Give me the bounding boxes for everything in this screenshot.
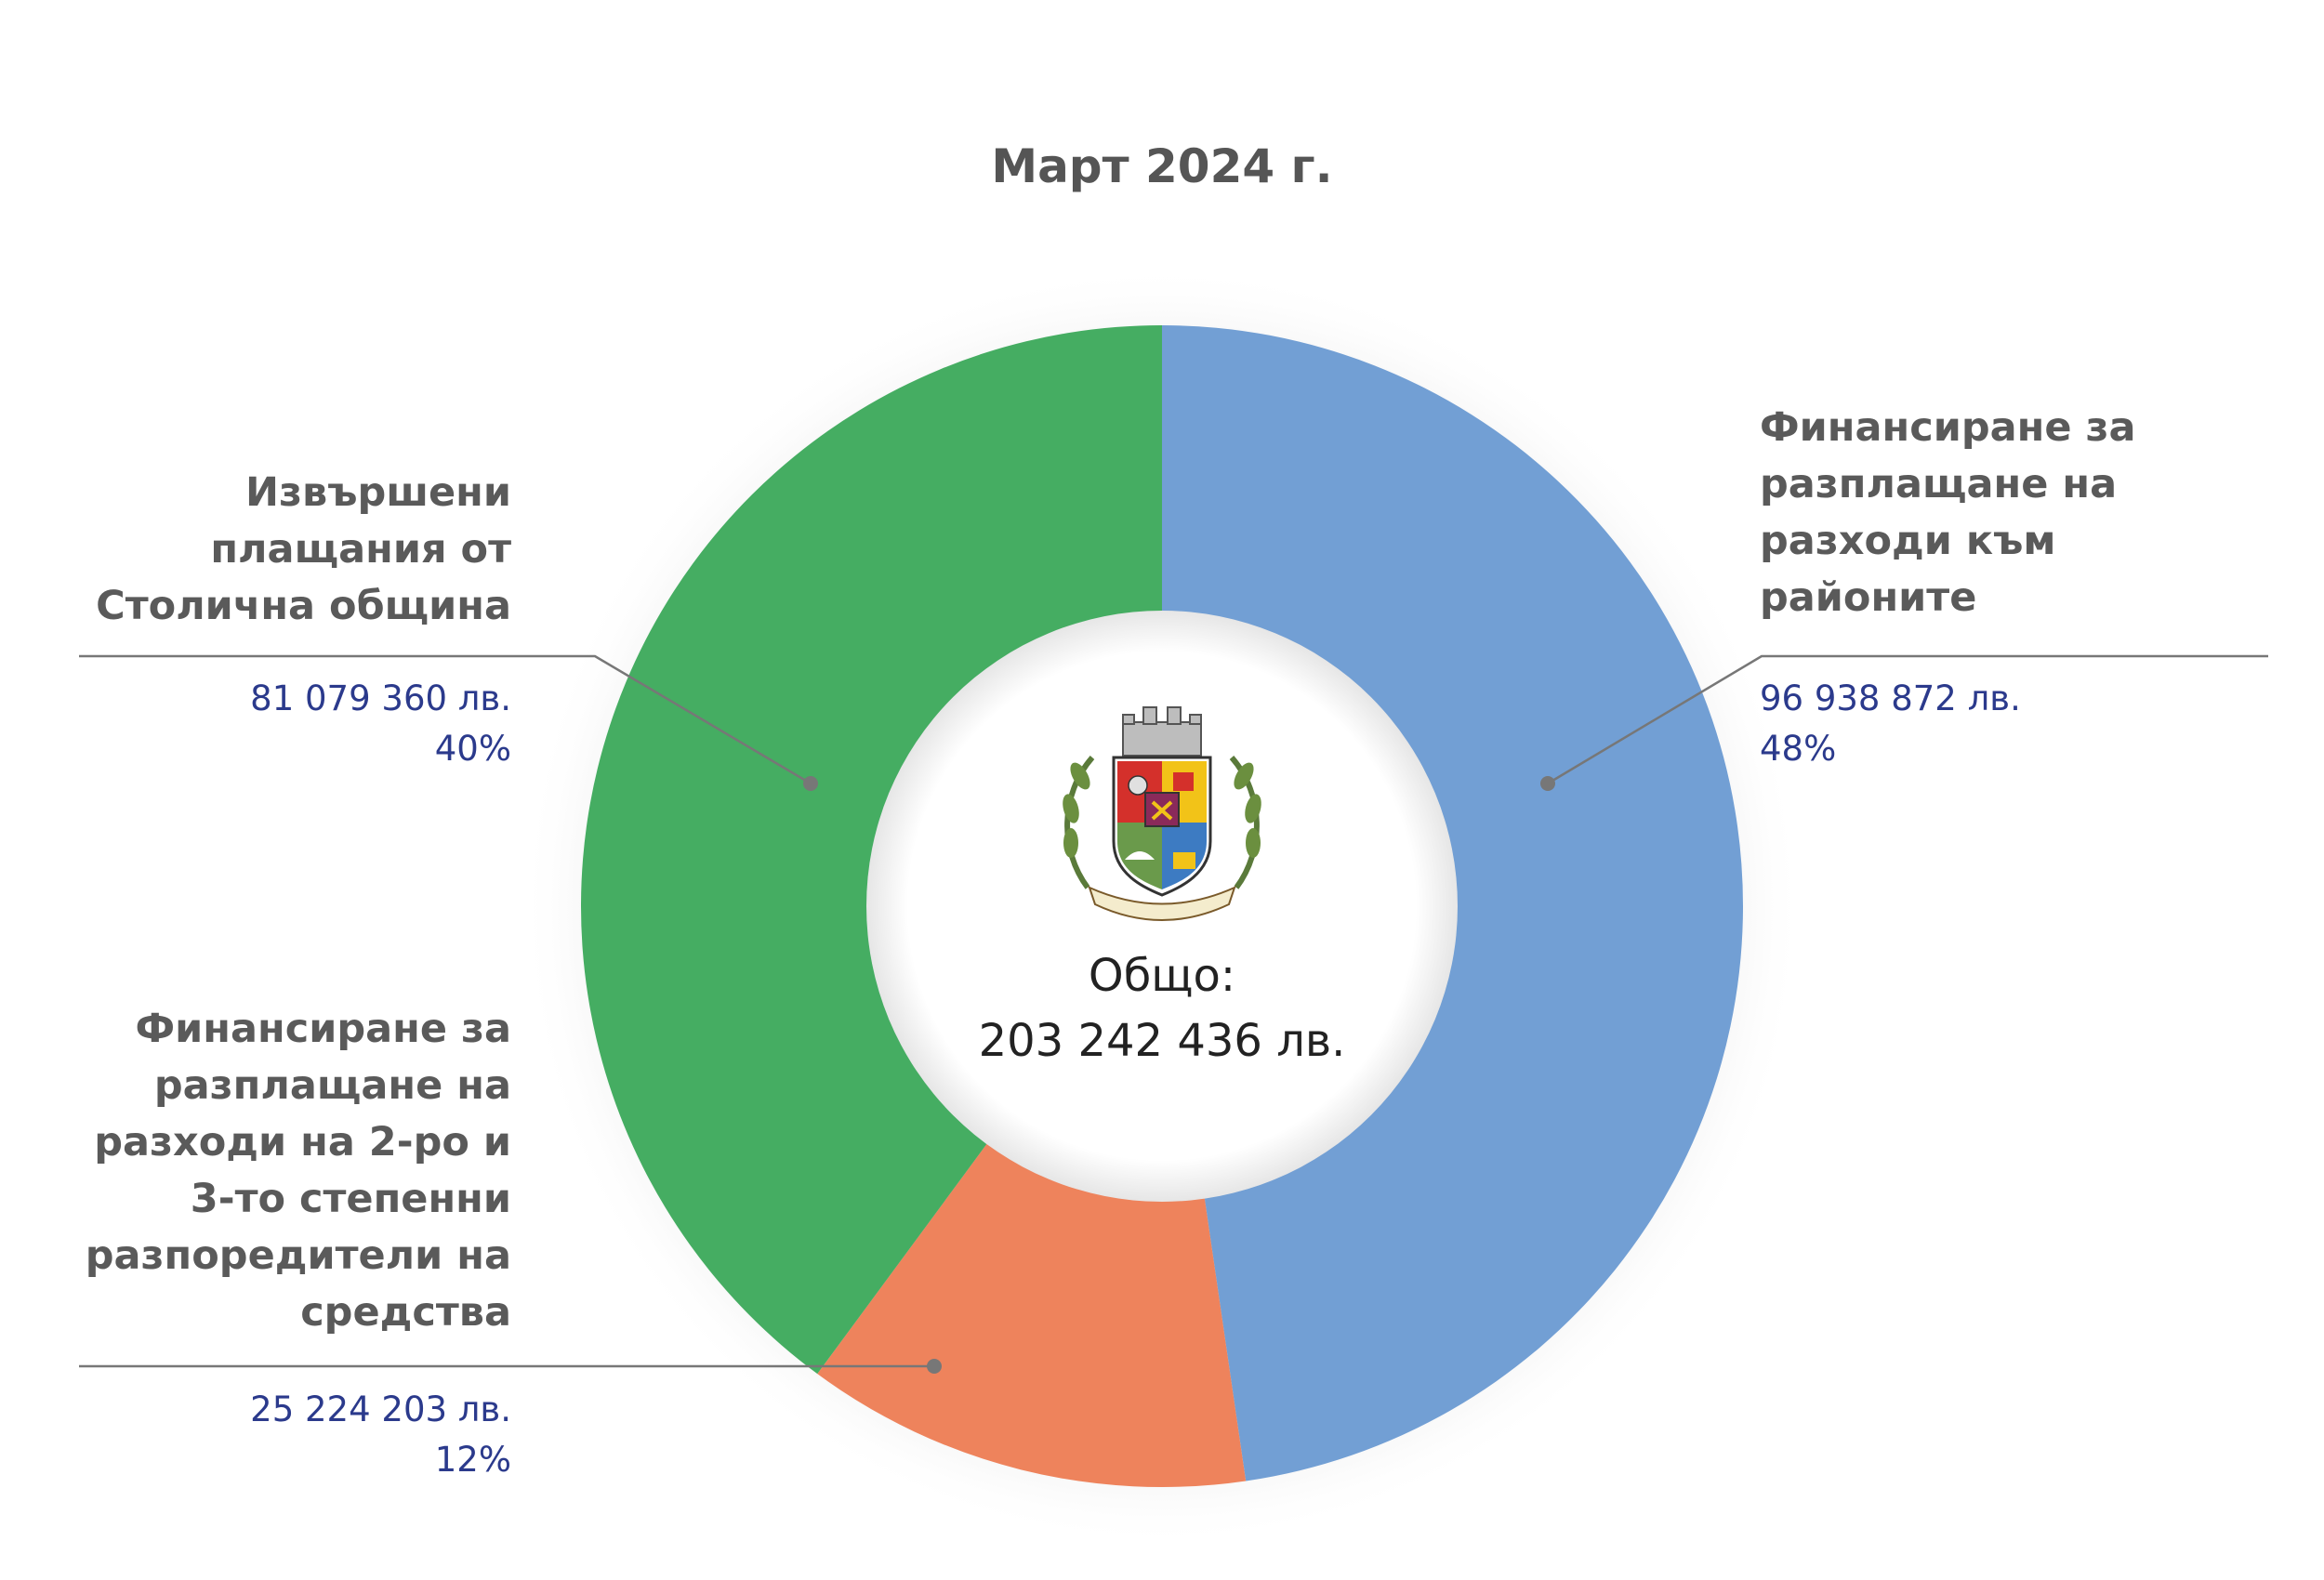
label-right-values: 96 938 872 лв. 48% bbox=[1760, 674, 2243, 774]
value-left-bottom-percent: 12% bbox=[434, 1440, 511, 1480]
label-left-top-line-1: Извършени bbox=[245, 469, 511, 516]
leader-dots bbox=[803, 776, 1555, 1374]
label-right-name: Финансиране за разплащане на разходи към… bbox=[1760, 400, 2243, 626]
chart-title: Март 2024 г. bbox=[991, 139, 1333, 193]
label-right-line-1: Финансиране за bbox=[1760, 404, 2136, 451]
leader-lines bbox=[79, 654, 2268, 1368]
label-left-top-line-2: плащания от bbox=[210, 526, 511, 573]
label-left-bottom-values: 25 224 203 лв. 12% bbox=[28, 1385, 511, 1485]
label-left-top-name: Извършени плащания от Столична община bbox=[28, 465, 511, 635]
center-total: Общо: 203 242 436 лв. bbox=[930, 943, 1394, 1073]
label-left-bottom-line-6: средства bbox=[300, 1289, 511, 1336]
leader-dot-right bbox=[1540, 776, 1555, 791]
label-left-bottom-line-5: разпоредители на bbox=[85, 1232, 511, 1279]
leader-dot-left-bottom bbox=[927, 1359, 942, 1374]
sofia-coat-of-arms-icon bbox=[1063, 706, 1261, 921]
slice-payments-municipality bbox=[580, 324, 1162, 1375]
label-left-bottom-name: Финансиране за разплащане на разходи на … bbox=[28, 1001, 511, 1341]
value-left-top-percent: 40% bbox=[434, 729, 511, 769]
label-left-bottom-line-4: 3-то степенни bbox=[190, 1176, 511, 1222]
label-left-bottom-line-3: разходи на 2-ро и bbox=[94, 1119, 511, 1165]
label-right-value: 96 938 872 лв. 48% bbox=[1760, 674, 2243, 774]
label-left-top-value: 81 079 360 лв. 40% bbox=[28, 674, 511, 774]
value-right-percent: 48% bbox=[1760, 729, 1837, 769]
label-left-bottom-line-2: разплащане на bbox=[153, 1062, 511, 1109]
slice-secondary-spenders bbox=[817, 1139, 1247, 1487]
label-left-bottom: Финансиране за разплащане на разходи на … bbox=[28, 1001, 511, 1341]
label-left-top-values: 81 079 360 лв. 40% bbox=[28, 674, 511, 774]
leader-line-left-top bbox=[79, 654, 812, 785]
leader-dot-left-top bbox=[803, 776, 818, 791]
label-left-top-line-3: Столична община bbox=[96, 583, 511, 629]
label-right-line-4: районите bbox=[1760, 574, 1977, 621]
center-total-label: Общо: bbox=[1088, 950, 1236, 1002]
label-right-line-2: разплащане на bbox=[1760, 461, 2118, 507]
label-right: Финансиране за разплащане на разходи към… bbox=[1760, 400, 2243, 626]
label-left-bottom-value: 25 224 203 лв. 12% bbox=[28, 1385, 511, 1485]
label-left-bottom-line-1: Финансиране за bbox=[135, 1006, 511, 1052]
value-left-bottom-amount: 25 224 203 лв. bbox=[250, 1389, 511, 1429]
label-left-top: Извършени плащания от Столична община bbox=[28, 465, 511, 635]
leader-line-right bbox=[1547, 654, 2268, 785]
label-right-line-3: разходи към bbox=[1760, 518, 2056, 564]
value-right-amount: 96 938 872 лв. bbox=[1760, 678, 2021, 718]
value-left-top-amount: 81 079 360 лв. bbox=[250, 678, 511, 718]
center-total-value: 203 242 436 лв. bbox=[978, 1015, 1346, 1067]
